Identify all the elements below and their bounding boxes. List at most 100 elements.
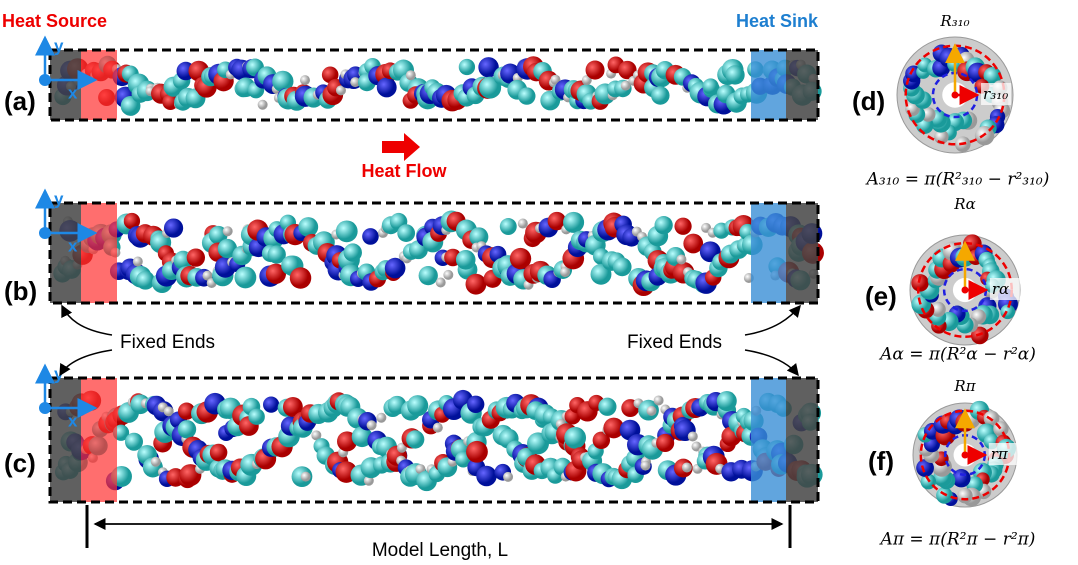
panel-label: (d) xyxy=(852,86,885,116)
atom xyxy=(518,219,528,229)
axis-y-label: y xyxy=(54,364,64,383)
heat-flow-label: Heat Flow xyxy=(361,161,447,181)
atom xyxy=(178,420,196,438)
atom xyxy=(682,462,692,472)
fixed-end-right xyxy=(786,203,818,303)
atom xyxy=(290,267,311,288)
atom xyxy=(656,434,674,452)
fixed-end-left xyxy=(50,378,81,502)
atom xyxy=(654,395,664,405)
area-equation: Aπ = π(R²π − r²π) xyxy=(879,530,1036,550)
atom xyxy=(406,430,424,448)
atom xyxy=(187,248,205,266)
panel-label: (c) xyxy=(4,448,36,478)
atom xyxy=(503,472,513,482)
atom xyxy=(397,224,415,242)
axis-y-label: y xyxy=(54,189,64,208)
atom xyxy=(676,254,686,264)
inner-radius-label: rα xyxy=(992,280,1009,298)
atom xyxy=(210,444,228,462)
model-length-label: Model Length, L xyxy=(372,540,508,561)
center-dot xyxy=(952,92,959,99)
atom xyxy=(436,277,446,287)
atom xyxy=(466,274,487,295)
center-dot xyxy=(962,287,969,294)
area-equation: A₃₁₀ = π(R²₃₁₀ − r²₃₁₀) xyxy=(865,170,1050,190)
inner-radius-label: rπ xyxy=(991,445,1009,463)
fixed-end-right xyxy=(786,50,818,120)
atom xyxy=(376,413,386,423)
heat-source-region xyxy=(81,378,117,502)
atom xyxy=(258,100,268,110)
atom xyxy=(560,267,570,277)
atom xyxy=(344,243,362,261)
atom xyxy=(598,398,616,416)
panel-label: (f) xyxy=(868,446,894,476)
atom xyxy=(957,488,972,503)
heat-sink-region xyxy=(751,50,786,120)
atom xyxy=(703,78,719,94)
atom xyxy=(674,218,691,235)
atom xyxy=(298,217,318,237)
panel-label: (b) xyxy=(4,276,37,306)
heat-source-region xyxy=(81,203,117,303)
atom xyxy=(518,87,535,104)
atom xyxy=(443,270,453,280)
atom xyxy=(301,472,311,482)
area-equation: Aα = π(R²α − r²α) xyxy=(878,345,1036,365)
atom xyxy=(459,59,475,75)
atom xyxy=(688,431,698,441)
fixed-ends-label: Fixed Ends xyxy=(120,332,215,353)
axis-x-label: x xyxy=(68,236,78,255)
atom xyxy=(223,226,233,236)
heat-sink-region xyxy=(751,203,786,303)
atom xyxy=(419,266,438,285)
atom xyxy=(586,61,605,80)
outer-radius-label: Rα xyxy=(953,195,975,213)
center-dot xyxy=(962,452,969,459)
heat-source-label: Heat Source xyxy=(2,11,107,31)
inner-radius-label: r₃₁₀ xyxy=(983,85,1008,103)
atom xyxy=(717,391,737,411)
atom xyxy=(406,70,416,80)
atom xyxy=(151,457,161,467)
atom xyxy=(466,441,488,463)
axis-y-label: y xyxy=(54,36,64,55)
atom xyxy=(651,86,669,104)
heat-flow-arrow xyxy=(382,133,420,161)
atom xyxy=(136,271,155,290)
atom xyxy=(235,267,257,289)
atom xyxy=(613,258,632,277)
fixed-end-right xyxy=(786,378,818,502)
figure: y x (a) y x (b) y x (c) R₃₁₀ r₃₁₀ (d) A₃₁₀ = π(R²₃₁₀… xyxy=(0,0,1078,565)
atom xyxy=(641,461,651,471)
atom xyxy=(407,395,428,416)
atom xyxy=(564,427,586,449)
axis-x-label: x xyxy=(68,411,78,430)
heat-sink-region xyxy=(751,378,786,502)
heat-sink-label: Heat Sink xyxy=(736,11,819,31)
atom xyxy=(476,466,496,486)
atom xyxy=(563,212,584,233)
atom xyxy=(655,216,673,234)
atom xyxy=(647,406,657,416)
atom xyxy=(467,396,484,413)
panel-label: (a) xyxy=(4,86,36,116)
atom xyxy=(725,65,744,84)
outer-radius-label: Rπ xyxy=(953,377,976,395)
atom xyxy=(133,257,143,267)
fixed-ends-label: Fixed Ends xyxy=(627,332,722,353)
outer-radius-label: R₃₁₀ xyxy=(939,12,969,30)
atom xyxy=(500,218,517,235)
atom xyxy=(433,423,443,433)
atom xyxy=(993,421,1008,436)
panel-label: (e) xyxy=(865,281,897,311)
atom xyxy=(456,250,476,270)
atom xyxy=(164,218,183,237)
axis-x-label: x xyxy=(68,83,78,102)
atom xyxy=(362,228,379,245)
atom xyxy=(367,420,377,430)
atom xyxy=(377,77,397,97)
atom xyxy=(248,408,264,424)
atom xyxy=(300,75,310,85)
